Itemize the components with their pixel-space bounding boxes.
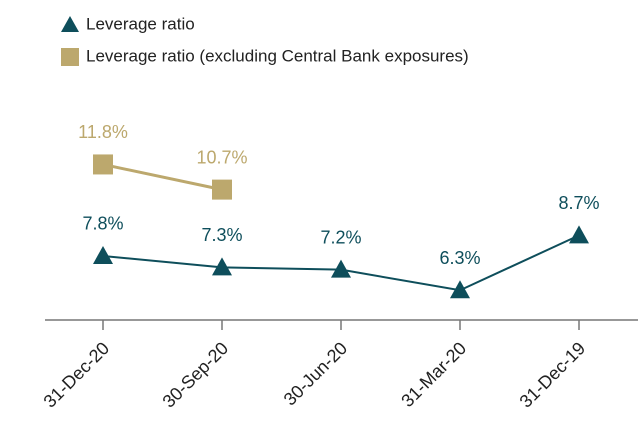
x-tick-label: 31-Dec-20 — [40, 338, 114, 412]
data-label: 7.2% — [320, 227, 361, 247]
data-point — [450, 280, 470, 299]
data-point — [212, 257, 232, 276]
x-tick-label: 30-Jun-20 — [280, 338, 351, 409]
data-label: 10.7% — [196, 147, 247, 167]
data-label: 7.8% — [82, 214, 123, 234]
x-tick-label: 31-Dec-19 — [516, 338, 590, 412]
data-point — [93, 154, 113, 175]
legend-label: Leverage ratio — [86, 14, 195, 33]
data-point — [212, 179, 232, 200]
data-label: 6.3% — [439, 248, 480, 268]
data-point — [569, 225, 589, 244]
x-tick-label: 31-Mar-20 — [397, 338, 470, 411]
series-line — [102, 162, 223, 192]
legend-marker — [61, 16, 79, 32]
legend-marker — [61, 48, 79, 66]
data-label: 11.8% — [78, 122, 128, 142]
legend-label: Leverage ratio (excluding Central Bank e… — [86, 46, 469, 65]
data-point — [331, 259, 351, 278]
data-label: 7.3% — [201, 225, 242, 245]
x-tick-label: 30-Sep-20 — [159, 338, 233, 412]
data-point — [93, 245, 113, 264]
data-label: 8.7% — [558, 193, 599, 213]
